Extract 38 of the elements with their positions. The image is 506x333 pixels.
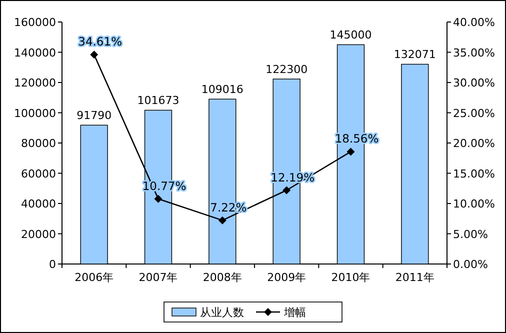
y-tick-label: 140000 [14,46,56,60]
y2-tick-label: 35.00% [453,46,495,60]
x-tick-label: 2008年 [202,271,242,284]
y-tick-label: 100000 [14,106,56,120]
point [218,216,226,224]
y2-tick-label: 40.00% [453,16,495,29]
data-label: 91790 [76,109,112,122]
legend-label: 增幅 [283,306,306,319]
y-tick-label: 20000 [21,228,56,241]
x-tick-label: 2010年 [331,271,370,284]
y2-tick-label: 15.00% [453,167,495,180]
y2-tick-label: 10.00% [453,198,495,210]
point [154,194,162,203]
y2-tick-label: 0.00% [453,258,488,271]
x-tick-label: 2006年 [74,271,114,284]
legend-label: 从业人数 [200,306,244,319]
point [282,186,291,194]
data-label: 34.61% [78,34,122,49]
data-label: 122300 [266,63,308,76]
x-tick-label: 2011年 [395,271,434,284]
point [346,148,355,156]
y2-tick-label: 5.00% [453,228,488,241]
y-tick-label: 80000 [21,137,56,150]
y2-tick-label: 20.00% [453,137,495,150]
x-tick-label: 2009年 [267,271,306,284]
y2-tick-label: 25.00% [453,106,495,120]
y-tick-label: 0 [49,258,56,271]
y-tick-label: 60000 [21,167,56,180]
data-label: 132071 [394,48,436,62]
point [90,50,98,59]
data-label: 101673 [137,94,180,108]
data-label: 145000 [330,28,372,42]
y-tick-label: 160000 [14,16,56,29]
data-label: 109016 [201,83,244,96]
x-tick-label: 2007年 [138,271,178,284]
y2-tick-label: 30.00% [453,76,495,90]
y-tick-label: 120000 [14,76,56,90]
y-tick-label: 40000 [21,198,56,210]
